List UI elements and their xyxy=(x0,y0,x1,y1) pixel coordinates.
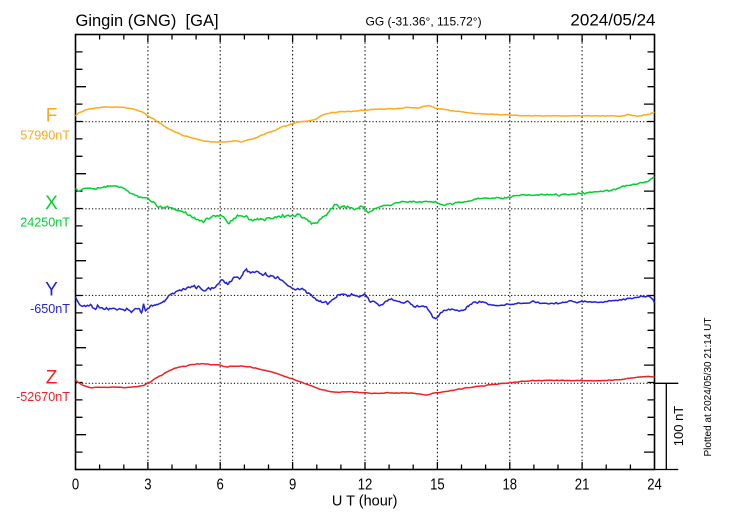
svg-text:18: 18 xyxy=(503,476,518,493)
svg-text:GG (-31.36°, 115.72°): GG (-31.36°, 115.72°) xyxy=(366,15,482,29)
svg-text:57990nT: 57990nT xyxy=(20,128,70,142)
svg-text:100 nT: 100 nT xyxy=(671,406,686,447)
svg-text:6: 6 xyxy=(217,476,224,493)
svg-text:24: 24 xyxy=(647,476,662,493)
svg-text:15: 15 xyxy=(430,476,445,493)
svg-text:-650nT: -650nT xyxy=(30,302,70,316)
svg-text:9: 9 xyxy=(289,476,296,493)
svg-text:Z: Z xyxy=(46,367,58,388)
svg-text:X: X xyxy=(45,193,58,214)
svg-text:F: F xyxy=(46,106,58,127)
svg-text:Y: Y xyxy=(45,279,58,300)
svg-text:2024/05/24: 2024/05/24 xyxy=(570,11,655,30)
svg-text:U T (hour): U T (hour) xyxy=(332,493,398,509)
svg-text:3: 3 xyxy=(144,476,151,493)
svg-text:Gingin (GNG) [GA]: Gingin (GNG) [GA] xyxy=(76,12,219,30)
svg-text:12: 12 xyxy=(358,476,373,493)
svg-text:21: 21 xyxy=(575,476,590,493)
svg-text:24250nT: 24250nT xyxy=(20,216,70,230)
svg-text:-52670nT: -52670nT xyxy=(16,390,70,404)
svg-text:Plotted at 2024/05/30 21:14 UT: Plotted at 2024/05/30 21:14 UT xyxy=(703,318,714,457)
svg-text:0: 0 xyxy=(72,476,79,493)
